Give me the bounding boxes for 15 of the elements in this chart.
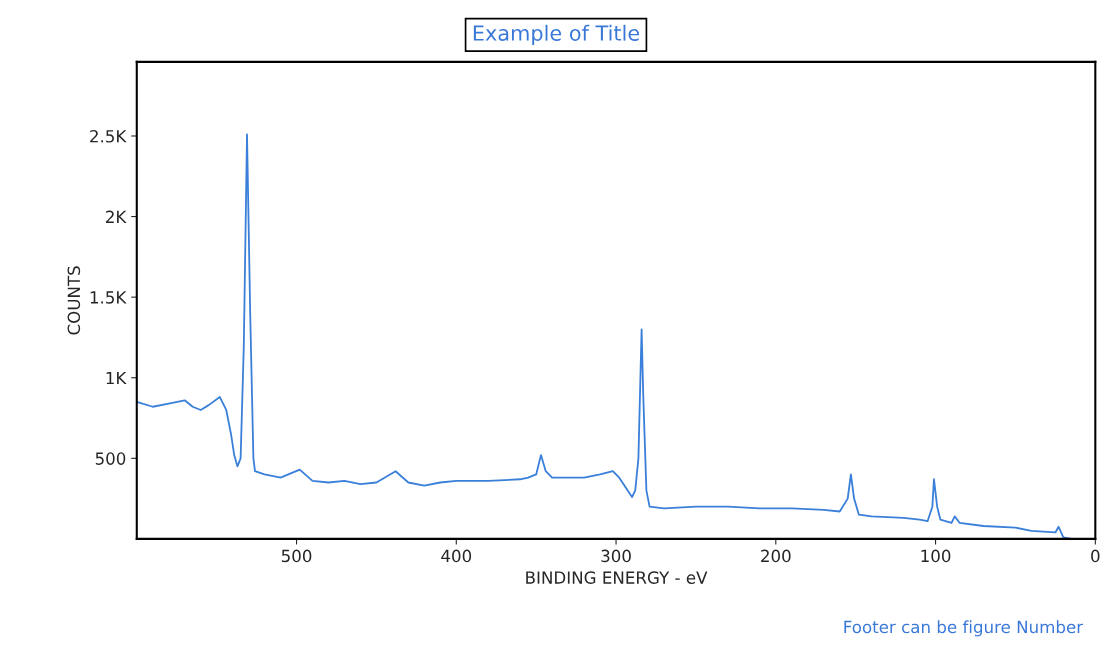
- y-tick-label: 1.5K: [90, 291, 127, 304]
- x-axis-title: BINDING ENERGY - eV: [526, 571, 708, 584]
- x-tick-label: 300: [601, 549, 631, 563]
- y-tick-label: 500: [95, 452, 126, 465]
- y-tick-label: 2.5K: [90, 129, 127, 143]
- y-tick-label: 2K: [106, 210, 127, 223]
- x-tick-label: 0: [1091, 549, 1100, 563]
- chart-title: Example of Title: [473, 24, 640, 45]
- x-tick-label: 500: [281, 549, 312, 563]
- text: Footer can be figure Number: [844, 620, 1084, 637]
- y-tick-label: 1K: [106, 371, 127, 385]
- x-tick-label: 100: [921, 549, 951, 563]
- x-tick-label: 400: [441, 549, 472, 563]
- x-tick-label: 200: [761, 549, 791, 563]
- y-axis-title: COUNTS: [67, 266, 81, 335]
